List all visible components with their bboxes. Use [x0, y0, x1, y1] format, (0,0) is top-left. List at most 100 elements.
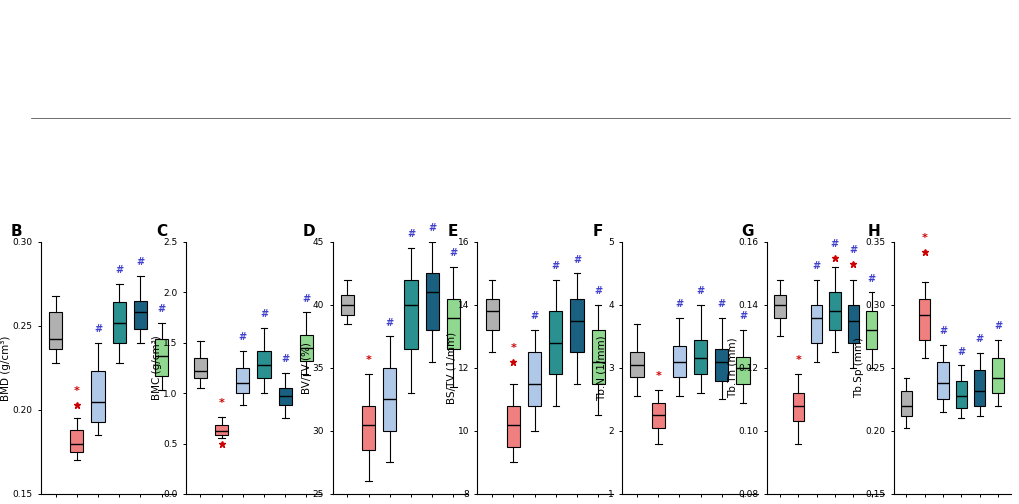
PathPatch shape: [446, 298, 460, 349]
Text: #: #: [137, 257, 145, 267]
Text: #: #: [281, 354, 289, 364]
Text: #: #: [957, 347, 964, 357]
Text: #: #: [302, 294, 310, 303]
PathPatch shape: [236, 368, 250, 393]
Text: #: #: [938, 327, 946, 337]
Text: *: *: [795, 355, 800, 365]
Text: #: #: [738, 311, 746, 322]
PathPatch shape: [404, 280, 417, 349]
Text: B: B: [11, 224, 22, 239]
Y-axis label: Tb.N (1/mm): Tb.N (1/mm): [596, 335, 606, 401]
PathPatch shape: [548, 311, 561, 374]
PathPatch shape: [973, 370, 984, 406]
Text: *: *: [921, 233, 926, 243]
Text: #: #: [428, 223, 436, 233]
PathPatch shape: [215, 425, 228, 435]
PathPatch shape: [693, 340, 706, 374]
Y-axis label: Tb.Th (mm): Tb.Th (mm): [727, 338, 737, 398]
PathPatch shape: [955, 381, 966, 408]
Y-axis label: Tb.Sp (mm): Tb.Sp (mm): [853, 337, 863, 399]
Text: #: #: [573, 255, 581, 265]
Text: *: *: [73, 386, 79, 396]
Text: Celecoxib: Celecoxib: [874, 7, 925, 17]
Text: *: *: [218, 399, 224, 408]
Text: GKD7-D (100 mg/kg): GKD7-D (100 mg/kg): [673, 7, 781, 17]
Text: #: #: [974, 334, 982, 344]
Text: #: #: [94, 324, 102, 334]
Text: G: G: [741, 224, 753, 239]
PathPatch shape: [810, 305, 821, 343]
Y-axis label: BMC (g/cm³): BMC (g/cm³): [152, 336, 161, 400]
Text: #: #: [407, 229, 415, 239]
PathPatch shape: [651, 403, 664, 428]
Text: D: D: [303, 224, 315, 239]
Text: *: *: [365, 355, 371, 365]
PathPatch shape: [847, 305, 858, 343]
Y-axis label: BS/TV (1/mm): BS/TV (1/mm): [445, 332, 455, 404]
PathPatch shape: [918, 299, 929, 340]
PathPatch shape: [112, 302, 125, 343]
Text: #: #: [866, 274, 874, 284]
Text: C: C: [156, 224, 167, 239]
Text: #: #: [115, 265, 123, 275]
PathPatch shape: [828, 292, 840, 330]
Text: *: *: [654, 371, 660, 381]
PathPatch shape: [362, 406, 375, 450]
PathPatch shape: [383, 368, 396, 431]
PathPatch shape: [528, 352, 541, 406]
Text: #: #: [593, 286, 601, 296]
Text: #: #: [157, 304, 165, 314]
Text: E: E: [447, 224, 458, 239]
Text: #: #: [830, 239, 838, 249]
Text: #: #: [448, 248, 457, 258]
Text: #: #: [530, 311, 538, 322]
PathPatch shape: [936, 362, 948, 399]
Text: #: #: [260, 309, 268, 319]
Text: #: #: [812, 261, 819, 271]
Text: *: *: [510, 343, 516, 353]
Text: GKD7-L (25 mg/kg): GKD7-L (25 mg/kg): [351, 7, 450, 17]
PathPatch shape: [194, 358, 207, 378]
Text: #: #: [551, 261, 559, 271]
PathPatch shape: [133, 301, 147, 329]
Text: Coronal: Coronal: [13, 144, 23, 181]
PathPatch shape: [673, 346, 686, 377]
PathPatch shape: [340, 295, 354, 315]
PathPatch shape: [425, 273, 438, 330]
PathPatch shape: [591, 330, 604, 384]
PathPatch shape: [900, 391, 911, 416]
PathPatch shape: [49, 312, 62, 349]
PathPatch shape: [773, 295, 785, 318]
PathPatch shape: [714, 349, 728, 381]
Text: GKD7-L (100 mg/kg): GKD7-L (100 mg/kg): [511, 7, 616, 17]
PathPatch shape: [506, 406, 520, 447]
PathPatch shape: [865, 311, 876, 349]
Text: A: A: [8, 6, 20, 21]
Text: #: #: [696, 286, 704, 296]
PathPatch shape: [257, 351, 270, 378]
Text: #: #: [848, 245, 856, 255]
PathPatch shape: [155, 339, 168, 376]
PathPatch shape: [278, 388, 291, 405]
Text: Control: Control: [69, 7, 108, 17]
PathPatch shape: [630, 352, 643, 377]
PathPatch shape: [92, 371, 105, 422]
PathPatch shape: [570, 298, 583, 352]
Text: #: #: [717, 299, 726, 308]
Text: OA: OA: [235, 7, 250, 17]
Text: #: #: [675, 299, 683, 308]
PathPatch shape: [991, 358, 1003, 393]
PathPatch shape: [736, 357, 749, 384]
PathPatch shape: [485, 298, 498, 330]
Text: H: H: [867, 224, 879, 239]
Text: #: #: [993, 322, 1001, 332]
Text: #: #: [385, 318, 393, 328]
PathPatch shape: [792, 393, 803, 421]
Text: #: #: [238, 332, 247, 342]
Y-axis label: BV/TV (%): BV/TV (%): [301, 342, 311, 394]
PathPatch shape: [300, 335, 313, 361]
PathPatch shape: [70, 430, 84, 452]
Text: F: F: [592, 224, 602, 239]
Text: Transverse: Transverse: [13, 27, 23, 80]
Y-axis label: BMD (g/cm³): BMD (g/cm³): [1, 335, 11, 401]
